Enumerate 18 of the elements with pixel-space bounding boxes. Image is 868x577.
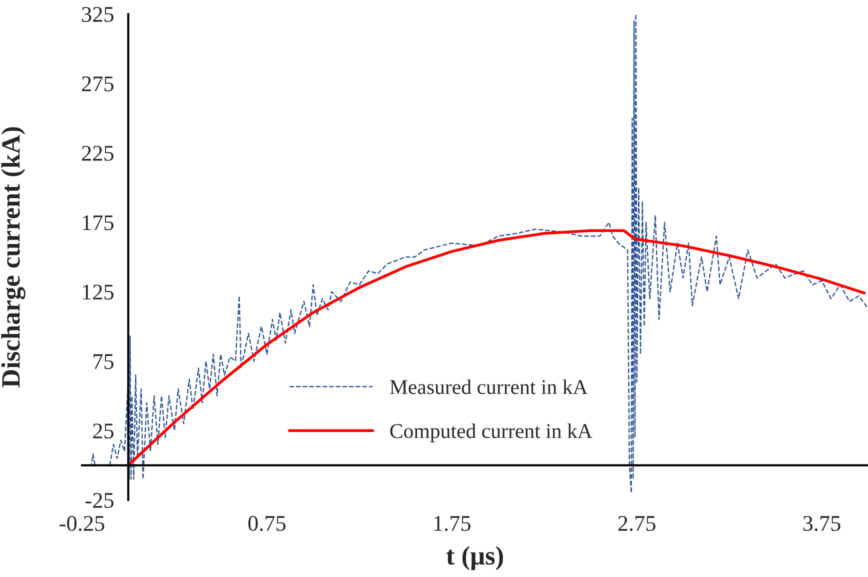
y-tick-label: 325 [82, 6, 114, 22]
x-tick-label: 2.75 [618, 516, 656, 532]
x-tick-label: 3.75 [803, 516, 840, 532]
legend-label: Computed current in kA [390, 423, 592, 442]
y-tick-label: 175 [82, 215, 114, 230]
y-axis-title: Discharge current (kA) [1, 127, 26, 388]
line-series [126, 229, 866, 467]
y-tick-label: 75 [94, 354, 114, 370]
y-tick-label: 225 [82, 146, 114, 161]
x-axis-title: t (μs) [446, 546, 503, 570]
legend-label: Measured current in kA [390, 379, 588, 394]
x-tick-label: 0.75 [248, 516, 286, 532]
x-tick-label: -0.25 [60, 516, 104, 532]
y-tick-label: -25 [86, 492, 114, 508]
y-tick-label: 125 [82, 284, 114, 300]
y-tick-label: 25 [93, 424, 114, 438]
x-tick-label: 1.75 [434, 516, 470, 532]
y-tick-label: 275 [82, 76, 114, 92]
